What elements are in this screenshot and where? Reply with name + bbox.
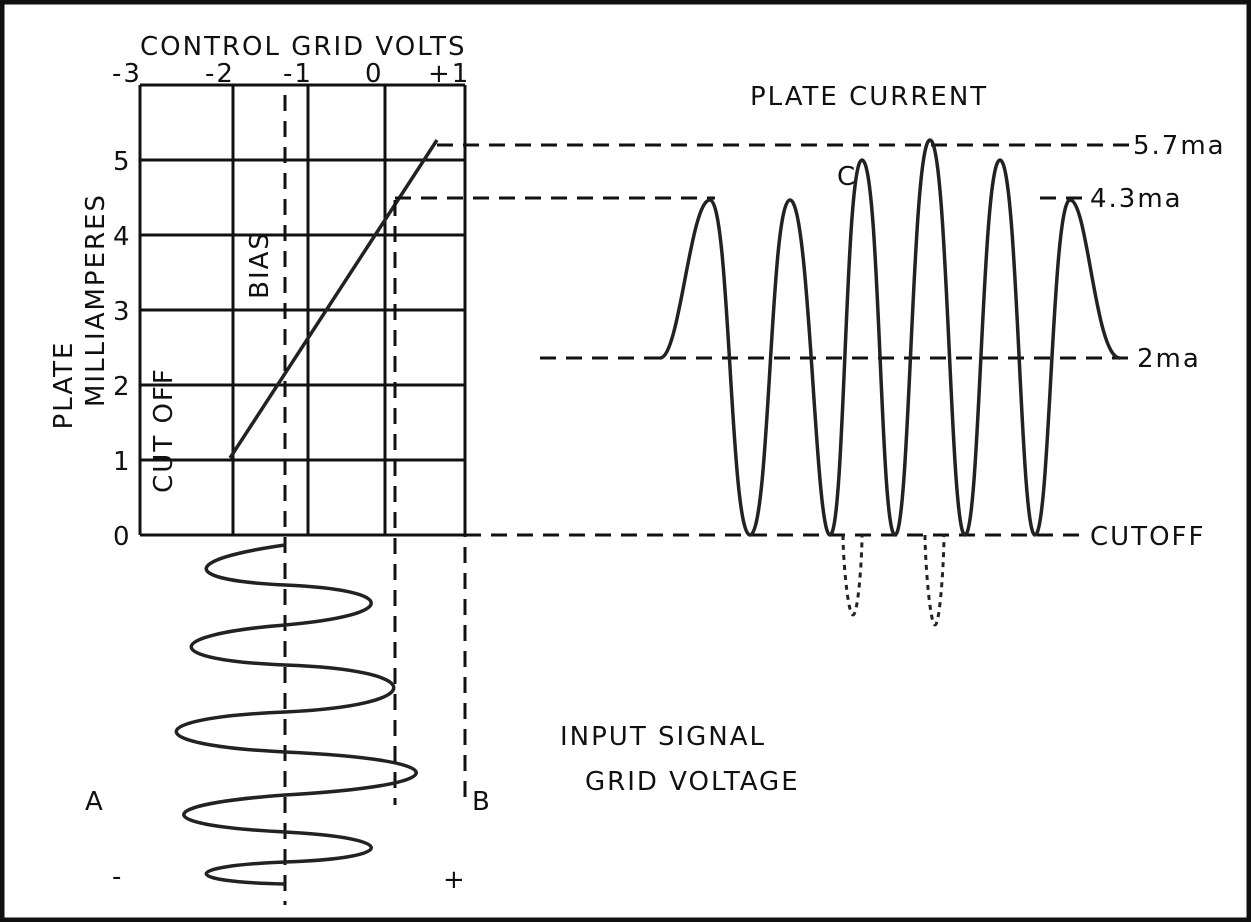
y-title: PLATE [49,341,79,430]
input-title: GRID VOLTAGE [585,767,800,797]
level-label: 2ma [1137,344,1201,374]
y-label: 4 [113,222,132,252]
level-label: 5.7ma [1133,131,1226,161]
grid [138,83,467,537]
y-label: 2 [113,372,132,402]
y-label: 0 [113,522,132,552]
grid-title: CONTROL GRID VOLTS [140,32,466,62]
polarity-label: + [443,865,467,895]
projection-lines [283,95,1130,905]
y-label: 5 [113,147,132,177]
cutoff-dotted [841,534,946,627]
y-label: 1 [113,447,132,477]
y-title: MILLIAMPERES [81,193,111,407]
peak-label: C [837,162,857,192]
bias-label: BIAS [245,231,275,299]
cut-off-label: CUT OFF [149,367,179,493]
point-label: A [85,787,105,817]
plate-current-title: PLATE CURRENT [750,82,988,112]
y-label: 3 [113,297,132,327]
x-label: -1 [283,59,313,89]
characteristic-curve [228,139,439,459]
x-label: 0 [365,59,384,89]
plate-current-wave [659,138,1121,537]
input-signal-wave [174,543,418,886]
x-label: -3 [112,59,142,89]
level-label: CUTOFF [1090,522,1205,552]
level-label: 4.3ma [1090,184,1183,214]
polarity-label: - [112,862,123,892]
x-label: -2 [205,59,235,89]
input-title: INPUT SIGNAL [560,722,766,752]
point-label: B [472,787,492,817]
x-label: +1 [428,59,470,89]
